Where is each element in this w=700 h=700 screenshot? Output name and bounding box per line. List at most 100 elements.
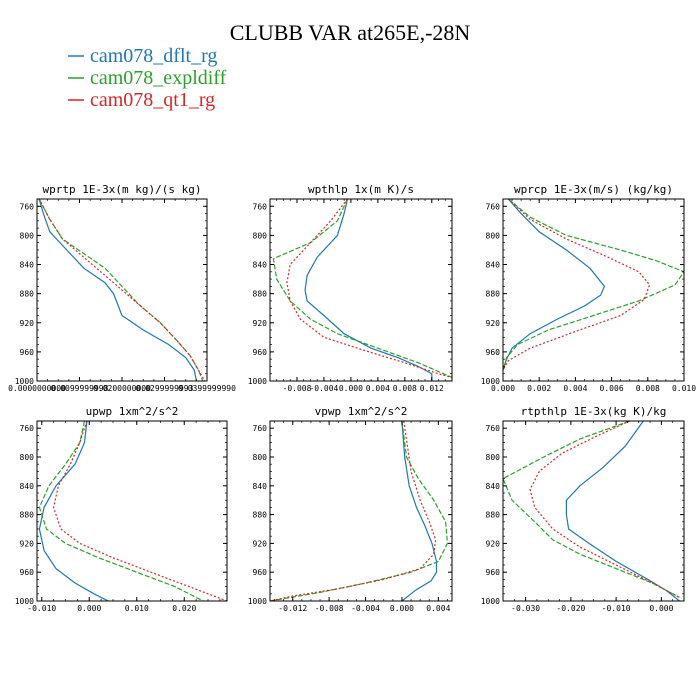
series-line — [304, 199, 433, 381]
y-tick-label: 920 — [253, 319, 268, 328]
panel: wprcp 1E-3x(m/s) (kg/kg) 760 800 840 880 920 9… — [481, 183, 696, 393]
series-line — [38, 421, 204, 601]
y-tick-label: 800 — [253, 231, 268, 240]
x-tick-label: 0.0099999998 — [51, 384, 109, 393]
series-line — [270, 421, 437, 601]
legend-label: cam078_dflt_rg — [90, 45, 217, 67]
y-tick-label: 800 — [20, 231, 35, 240]
x-tick-label: -0.010 — [27, 604, 56, 613]
x-tick-label: 0.012 — [420, 384, 444, 393]
y-tick-label: 960 — [486, 568, 501, 577]
x-tick-label: 0.000 — [77, 604, 101, 613]
y-tick-label: 880 — [20, 511, 35, 520]
x-tick-label: 0.0000000000 — [8, 384, 66, 393]
x-tick-label: 0.002 — [527, 384, 551, 393]
y-tick-label: 880 — [253, 511, 268, 520]
x-tick-label: -0.008 — [315, 604, 344, 613]
series-line — [401, 421, 438, 601]
x-tick-label: 0.020 — [172, 604, 196, 613]
plot-frame — [502, 420, 685, 602]
y-tick-label: 1000 — [15, 597, 34, 606]
y-tick-label: 960 — [253, 348, 268, 357]
y-tick-label: 840 — [486, 482, 501, 491]
y-tick-label: 960 — [486, 348, 501, 357]
series-line — [503, 199, 651, 371]
y-tick-label: 800 — [486, 453, 501, 462]
series-line — [503, 199, 684, 371]
series-line — [38, 199, 197, 381]
y-tick-label: 880 — [486, 290, 501, 299]
y-tick-label: 760 — [20, 424, 35, 433]
plot-frame — [269, 420, 453, 602]
panel: wpthlp 1x(m K)/s 760 800 840 880 920 960 1000 -0… — [248, 183, 453, 393]
x-tick-label: 0.0200000000 — [93, 384, 151, 393]
x-tick-label: 0.000 — [491, 384, 515, 393]
y-tick-label: 800 — [253, 453, 268, 462]
y-tick-label: 760 — [486, 424, 501, 433]
y-tick-label: 920 — [20, 539, 35, 548]
panel-title: wprtp 1E-3x(m kg)/(s kg) — [43, 183, 202, 196]
y-tick-label: 840 — [20, 482, 35, 491]
panel: vpwp 1xm^2/s^2 760 800 840 880 920 960 1000 -0.0… — [248, 405, 453, 613]
panel: upwp 1xm^2/s^2 760 800 840 880 920 960 1000-0.0… — [15, 405, 228, 613]
x-tick-label: 0.006 — [600, 384, 624, 393]
series-line — [38, 199, 204, 381]
series-line — [270, 421, 449, 601]
y-tick-label: 960 — [253, 568, 268, 577]
x-tick-label: 0.004 — [563, 384, 587, 393]
panel-title: wpthlp 1x(m K)/s — [308, 183, 414, 196]
y-tick-label: 1000 — [248, 377, 267, 386]
series-line — [565, 421, 680, 601]
y-tick-label: 840 — [20, 261, 35, 270]
panels: wprtp 1E-3x(m kg)/(s kg) 760 800 840 880 920 9… — [8, 183, 696, 613]
x-tick-label: 0.004 — [366, 384, 390, 393]
y-tick-label: 1000 — [15, 377, 34, 386]
plot-frame — [269, 198, 453, 382]
series-line — [272, 199, 452, 378]
y-tick-label: 1000 — [248, 597, 267, 606]
legend-label: cam078_expldiff — [90, 67, 227, 89]
panel: wprtp 1E-3x(m kg)/(s kg) 760 800 840 880 920 9… — [8, 183, 236, 393]
y-tick-label: 880 — [253, 290, 268, 299]
series-line — [503, 199, 606, 371]
x-tick-label: 0.0399999990 — [178, 384, 236, 393]
panel-title: rtpthlp 1E-3x(kg K)/kg — [521, 405, 667, 418]
x-tick-label: 0.004 — [426, 604, 450, 613]
x-tick-label: -0.020 — [556, 604, 585, 613]
series-line — [38, 421, 109, 601]
y-tick-label: 800 — [20, 453, 35, 462]
x-tick-label: -0.008 — [283, 384, 312, 393]
y-tick-label: 800 — [486, 231, 501, 240]
legend-label: cam078_qt1_rg — [90, 89, 215, 111]
panel-title: upwp 1xm^2/s^2 — [86, 405, 179, 418]
x-tick-label: 0.000 — [339, 384, 363, 393]
x-tick-label: -0.004 — [351, 604, 380, 613]
x-tick-label: 0.008 — [393, 384, 417, 393]
y-tick-label: 920 — [486, 319, 501, 328]
y-tick-label: 880 — [20, 290, 35, 299]
panel-title: vpwp 1xm^2/s^2 — [315, 405, 408, 418]
y-tick-label: 840 — [486, 261, 501, 270]
y-tick-label: 920 — [20, 319, 35, 328]
panel-title: wprcp 1E-3x(m/s) (kg/kg) — [514, 183, 673, 196]
y-tick-label: 960 — [20, 348, 35, 357]
x-tick-label: 0.008 — [636, 384, 660, 393]
x-tick-label: 0.0299999993 — [136, 384, 194, 393]
figure-title: CLUBB VAR at265E,-28N — [230, 20, 471, 45]
y-tick-label: 760 — [253, 424, 268, 433]
x-tick-label: -0.030 — [511, 604, 540, 613]
y-tick-label: 760 — [20, 202, 35, 211]
series-line — [286, 199, 452, 378]
x-tick-label: 0.000 — [649, 604, 673, 613]
y-tick-label: 1000 — [481, 597, 500, 606]
plot-frame — [502, 198, 685, 382]
y-tick-label: 760 — [253, 202, 268, 211]
series-line — [503, 421, 680, 598]
x-tick-label: 0.010 — [672, 384, 696, 393]
series-line — [38, 199, 206, 381]
plot-frame — [36, 420, 228, 602]
y-tick-label: 920 — [486, 539, 501, 548]
y-tick-label: 760 — [486, 202, 501, 211]
x-tick-label: 0.000 — [390, 604, 414, 613]
x-tick-label: -0.010 — [602, 604, 631, 613]
